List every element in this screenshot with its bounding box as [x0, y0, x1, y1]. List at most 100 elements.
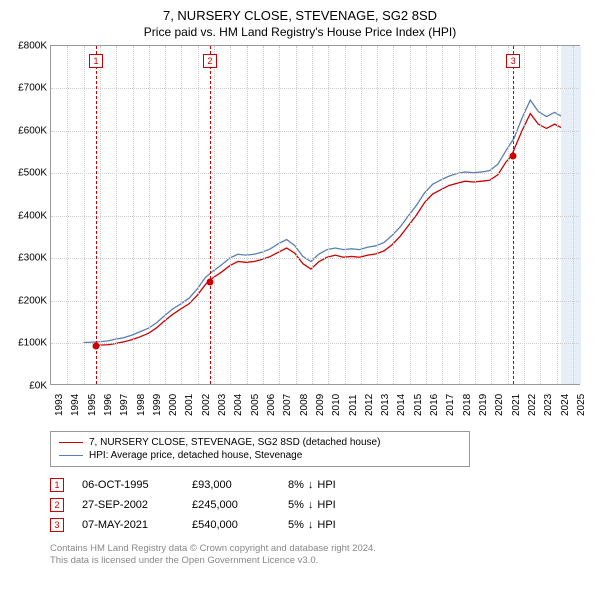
- grid-line-v: [410, 46, 411, 384]
- event-badge: 1: [50, 478, 64, 492]
- y-tick-label: £300K: [18, 253, 47, 264]
- x-tick-label: 2002: [201, 394, 212, 416]
- y-tick-label: £0K: [29, 380, 47, 391]
- grid-line-v: [524, 46, 525, 384]
- grid-line-h: [51, 343, 579, 344]
- grid-line-v: [361, 46, 362, 384]
- x-tick-label: 2015: [413, 394, 424, 416]
- y-tick-label: £500K: [18, 168, 47, 179]
- sale-marker-dot: [93, 343, 100, 350]
- x-tick-label: 2001: [184, 394, 195, 416]
- grid-line-v: [442, 46, 443, 384]
- arrow-down-icon: ↓: [308, 519, 314, 531]
- x-tick-label: 2023: [543, 394, 554, 416]
- grid-line-v: [198, 46, 199, 384]
- grid-line-v: [181, 46, 182, 384]
- x-tick-label: 1993: [54, 394, 65, 416]
- sale-marker-dot: [206, 278, 213, 285]
- grid-line-v: [377, 46, 378, 384]
- grid-line-v: [230, 46, 231, 384]
- series-hpi: [83, 100, 570, 343]
- event-pct: 5%: [288, 499, 304, 511]
- event-pct: 5%: [288, 519, 304, 531]
- legend-label: 7, NURSERY CLOSE, STEVENAGE, SG2 8SD (de…: [89, 437, 380, 448]
- arrow-down-icon: ↓: [308, 479, 314, 491]
- grid-line-v: [459, 46, 460, 384]
- legend-swatch: [59, 455, 83, 456]
- sale-marker-badge: 3: [506, 54, 520, 68]
- grid-line-h: [51, 88, 579, 89]
- series-paid: [96, 113, 571, 345]
- event-badge: 3: [50, 518, 64, 532]
- sale-marker-badge: 2: [203, 54, 217, 68]
- forecast-band: [561, 46, 581, 384]
- x-tick-label: 1998: [136, 394, 147, 416]
- x-tick-label: 2008: [299, 394, 310, 416]
- x-tick-label: 2014: [396, 394, 407, 416]
- grid-line-h: [51, 301, 579, 302]
- y-tick-label: £200K: [18, 295, 47, 306]
- grid-line-v: [165, 46, 166, 384]
- grid-line-h: [51, 258, 579, 259]
- sale-marker-dot: [510, 153, 517, 160]
- event-row: 2 27-SEP-2002 £245,000 5% ↓HPI: [50, 495, 590, 515]
- sale-marker-badge: 1: [89, 54, 103, 68]
- legend-label: HPI: Average price, detached house, Stev…: [89, 450, 302, 461]
- event-delta: 8%↓HPI: [288, 479, 336, 491]
- event-price: £245,000: [192, 499, 270, 511]
- x-tick-label: 2006: [266, 394, 277, 416]
- event-badge: 2: [50, 498, 64, 512]
- grid-line-v: [100, 46, 101, 384]
- grid-line-v: [133, 46, 134, 384]
- grid-line-v: [84, 46, 85, 384]
- event-unit: HPI: [317, 479, 335, 491]
- event-price: £93,000: [192, 479, 270, 491]
- sale-marker-line: [210, 46, 211, 384]
- grid-line-v: [214, 46, 215, 384]
- x-tick-label: 1997: [119, 394, 130, 416]
- legend-swatch: [59, 442, 83, 443]
- x-tick-label: 2020: [494, 394, 505, 416]
- grid-line-v: [491, 46, 492, 384]
- chart-lines: [51, 46, 579, 384]
- x-tick-label: 2022: [527, 394, 538, 416]
- legend: 7, NURSERY CLOSE, STEVENAGE, SG2 8SD (de…: [50, 431, 470, 467]
- event-row: 307-MAY-2021£540,0005%↓HPI: [50, 515, 590, 535]
- y-axis: £0K£100K£200K£300K£400K£500K£600K£700K£8…: [11, 46, 49, 384]
- x-tick-label: 1999: [152, 394, 163, 416]
- grid-line-v: [475, 46, 476, 384]
- x-tick-label: 2009: [315, 394, 326, 416]
- x-tick-label: 2003: [217, 394, 228, 416]
- y-tick-label: £800K: [18, 40, 47, 51]
- grid-line-v: [393, 46, 394, 384]
- event-unit: HPI: [317, 519, 335, 531]
- footer-line-1: Contains HM Land Registry data © Crown c…: [50, 543, 590, 555]
- event-date: 27-SEP-2002: [82, 499, 174, 511]
- grid-line-v: [508, 46, 509, 384]
- footer: Contains HM Land Registry data © Crown c…: [50, 543, 590, 568]
- event-date: 06-OCT-1995: [82, 479, 174, 491]
- event-delta: 5% ↓HPI: [288, 519, 336, 531]
- grid-line-v: [247, 46, 248, 384]
- sale-marker-line: [513, 46, 514, 384]
- x-tick-label: 2016: [429, 394, 440, 416]
- y-tick-label: £100K: [18, 338, 47, 349]
- x-tick-label: 2018: [462, 394, 473, 416]
- x-tick-label: 2021: [511, 394, 522, 416]
- grid-line-v: [149, 46, 150, 384]
- grid-line-v: [279, 46, 280, 384]
- y-tick-label: £600K: [18, 125, 47, 136]
- legend-item: HPI: Average price, detached house, Stev…: [59, 449, 461, 462]
- x-tick-label: 2011: [348, 394, 359, 416]
- grid-line-v: [116, 46, 117, 384]
- grid-line-v: [540, 46, 541, 384]
- x-tick-label: 2007: [282, 394, 293, 416]
- grid-line-v: [573, 46, 574, 384]
- grid-line-v: [426, 46, 427, 384]
- event-unit: HPI: [317, 499, 335, 511]
- arrow-down-icon: ↓: [308, 499, 314, 511]
- x-tick-label: 2005: [250, 394, 261, 416]
- grid-line-h: [51, 173, 579, 174]
- x-tick-label: 2019: [478, 394, 489, 416]
- x-tick-label: 2013: [380, 394, 391, 416]
